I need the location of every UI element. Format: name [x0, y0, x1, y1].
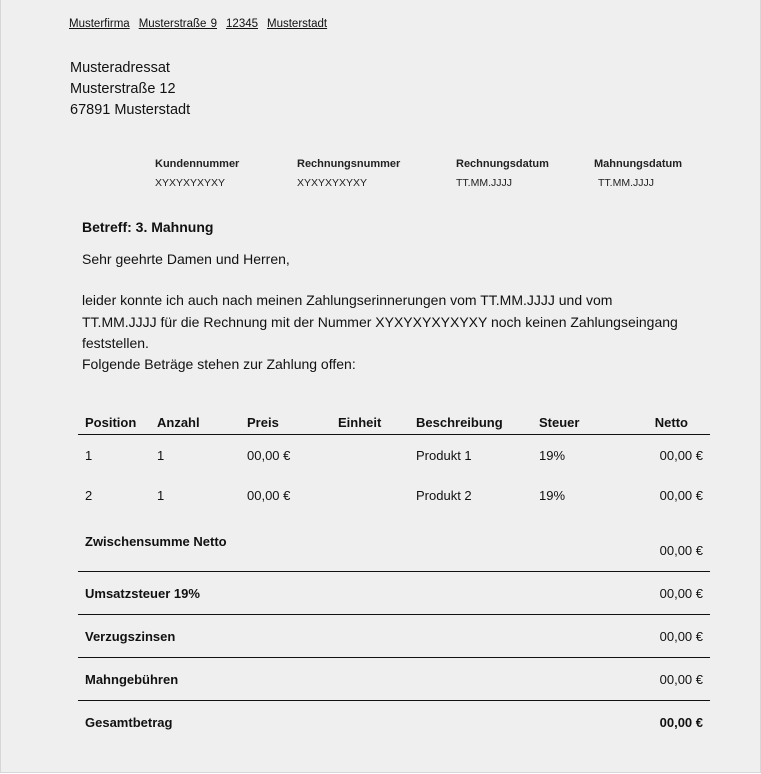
cell-anzahl: 1 — [157, 448, 165, 463]
salutation: Sehr geehrte Damen und Herren, — [82, 251, 290, 267]
recipient-city: 67891 Musterstadt — [70, 102, 191, 118]
cell-netto: 00,00 € — [659, 488, 703, 503]
sender-street: Musterstraße 9 — [138, 18, 218, 30]
meta-value-kundennummer: XYXYXYXYXY — [155, 177, 226, 189]
interest-value: 00,00 € — [659, 629, 703, 644]
cell-preis: 00,00 € — [247, 448, 291, 463]
subtotal-value: 00,00 € — [659, 543, 703, 558]
divider — [78, 657, 710, 658]
interest-label: Verzugszinsen — [85, 629, 176, 644]
cell-steuer: 19% — [539, 488, 566, 503]
cell-steuer: 19% — [539, 448, 566, 463]
meta-label-mahnungsdatum: Mahnungsdatum — [594, 158, 682, 170]
meta-value-rechnungsdatum: TT.MM.JJJJ — [456, 177, 512, 189]
total-value: 00,00 € — [659, 715, 703, 730]
vat-label: Umsatzsteuer 19% — [85, 586, 200, 601]
subject: Betreff: 3. Mahnung — [82, 219, 214, 235]
recipient-street: Musterstraße 12 — [70, 81, 176, 97]
divider — [78, 614, 710, 615]
divider — [78, 434, 710, 435]
cell-beschreibung: Produkt 1 — [416, 448, 472, 463]
body-line: TT.MM.JJJJ für die Rechnung mit der Numm… — [82, 314, 678, 330]
cell-anzahl: 1 — [157, 488, 165, 503]
col-header-beschreibung: Beschreibung — [416, 415, 503, 430]
divider — [78, 571, 710, 572]
cell-position: 2 — [85, 488, 93, 503]
col-header-preis: Preis — [247, 415, 279, 430]
body-line: leider konnte ich auch nach meinen Zahlu… — [82, 292, 613, 308]
cell-preis: 00,00 € — [247, 488, 291, 503]
cell-beschreibung: Produkt 2 — [416, 488, 472, 503]
col-header-einheit: Einheit — [338, 415, 382, 430]
subtotal-label: Zwischensumme Netto — [85, 534, 227, 549]
sender-city: Musterstadt — [267, 18, 328, 30]
sender-zip: 12345 — [226, 18, 259, 30]
col-header-position: Position — [85, 415, 137, 430]
recipient-name: Musteradressat — [70, 60, 170, 76]
sender-line: Musterfirma Musterstraße 9 12345 Musterstad… — [69, 18, 336, 30]
body-line: Folgende Beträge stehen zur Zahlung offe… — [82, 356, 356, 372]
col-header-steuer: Steuer — [539, 415, 580, 430]
body-line: feststellen. — [82, 335, 149, 351]
total-label: Gesamtbetrag — [85, 715, 173, 730]
sender-company: Musterfirma — [69, 18, 130, 30]
cell-netto: 00,00 € — [659, 448, 703, 463]
meta-value-mahnungsdatum: TT.MM.JJJJ — [598, 177, 654, 189]
cell-position: 1 — [85, 448, 93, 463]
meta-label-rechnungsdatum: Rechnungsdatum — [456, 158, 549, 170]
divider — [78, 700, 710, 701]
col-header-netto: Netto — [654, 415, 688, 430]
vat-value: 00,00 € — [659, 586, 703, 601]
meta-label-kundennummer: Kundennummer — [155, 158, 240, 170]
fees-label: Mahngebühren — [85, 672, 179, 687]
col-header-anzahl: Anzahl — [157, 415, 200, 430]
meta-value-rechnungsnummer: XYXYXYXYXY — [297, 177, 368, 189]
fees-value: 00,00 € — [659, 672, 703, 687]
meta-label-rechnungsnummer: Rechnungsnummer — [297, 158, 401, 170]
